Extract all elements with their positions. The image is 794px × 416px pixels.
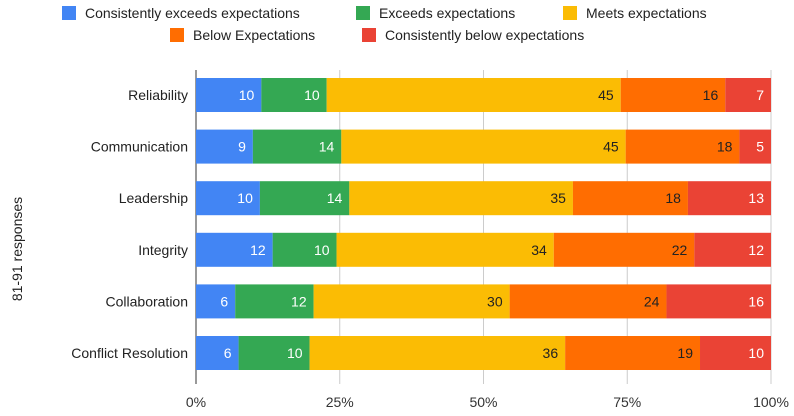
category-label: Leadership xyxy=(119,190,188,206)
data-label: 34 xyxy=(531,242,547,258)
category-label: Communication xyxy=(91,139,188,155)
bar-segment xyxy=(238,336,310,370)
data-label: 18 xyxy=(717,139,733,155)
x-tick-label: 100% xyxy=(753,394,789,410)
legend-entry: Consistently exceeds expectations xyxy=(85,5,300,21)
data-label: 10 xyxy=(314,242,330,258)
bar-segment xyxy=(553,232,695,267)
data-label: 18 xyxy=(665,190,681,206)
bar-segment xyxy=(625,129,740,164)
category-labels: Reliability Communication Leadership Integr… xyxy=(71,87,188,361)
data-label: 45 xyxy=(598,87,614,103)
data-label: 14 xyxy=(319,139,335,155)
category-label: Collaboration xyxy=(106,293,189,309)
x-tick-label: 75% xyxy=(613,394,641,410)
bar-segment xyxy=(309,336,566,370)
bar-segment xyxy=(687,181,771,216)
y-axis-label: 81-91 responses xyxy=(9,197,25,301)
bar-segment xyxy=(196,284,236,319)
bar-segment xyxy=(666,284,771,319)
data-label: 45 xyxy=(603,139,619,155)
x-tick-label: 0% xyxy=(186,394,206,410)
legend-entry: Meets expectations xyxy=(586,5,707,21)
data-label: 35 xyxy=(550,190,566,206)
bar-segment xyxy=(261,78,327,112)
category-label: Reliability xyxy=(128,87,188,103)
bar-segment xyxy=(694,232,771,267)
bar-segment xyxy=(326,78,621,112)
data-label: 6 xyxy=(220,293,228,309)
bar-segment xyxy=(196,78,262,112)
legend-swatch xyxy=(362,28,376,42)
data-label: 19 xyxy=(677,345,693,361)
data-label: 5 xyxy=(756,139,764,155)
bar-segment xyxy=(700,336,771,370)
bar-segment xyxy=(341,129,626,164)
legend-swatch xyxy=(62,6,76,20)
data-label: 14 xyxy=(327,190,343,206)
data-label: 16 xyxy=(703,87,719,103)
x-axis-ticks: 0% 25% 50% 75% 100% xyxy=(186,394,789,410)
bar-segment xyxy=(196,232,273,267)
bar-segment xyxy=(196,181,260,216)
data-label: 7 xyxy=(756,87,764,103)
legend-entry: Exceeds expectations xyxy=(379,5,515,21)
bar-segment xyxy=(336,232,554,267)
data-label: 30 xyxy=(487,293,503,309)
bar-segment xyxy=(725,78,771,112)
data-label: 10 xyxy=(239,87,255,103)
bar-segment xyxy=(196,336,239,370)
data-label: 12 xyxy=(291,293,307,309)
bar-segment xyxy=(272,232,337,267)
data-label: 10 xyxy=(748,345,764,361)
bar-segment xyxy=(572,181,688,216)
legend-swatch xyxy=(563,6,577,20)
data-label: 12 xyxy=(748,242,764,258)
x-tick-label: 50% xyxy=(469,394,497,410)
data-label: 9 xyxy=(238,139,246,155)
bar-segment xyxy=(565,336,701,370)
data-label: 10 xyxy=(287,345,303,361)
data-label: 12 xyxy=(250,242,266,258)
category-label: Conflict Resolution xyxy=(71,345,188,361)
legend-swatch xyxy=(170,28,184,42)
data-label: 24 xyxy=(644,293,660,309)
data-label: 36 xyxy=(543,345,559,361)
bar-segment xyxy=(235,284,314,319)
bar-segment xyxy=(196,129,253,164)
gridlines xyxy=(195,70,772,384)
legend-entry: Below Expectations xyxy=(193,27,315,43)
bars: 10 10 45 16 7 9 14 45 18 5 10 14 35 18 13 12 10 34 22 12 6 12… xyxy=(196,78,771,370)
bar-segment xyxy=(252,129,342,164)
bar-segment xyxy=(509,284,667,319)
data-label: 16 xyxy=(748,293,764,309)
data-label: 22 xyxy=(672,242,688,258)
data-label: 10 xyxy=(304,87,320,103)
bar-segment xyxy=(739,129,771,164)
category-label: Integrity xyxy=(138,242,188,258)
data-label: 10 xyxy=(237,190,253,206)
data-label: 13 xyxy=(748,190,764,206)
x-tick-label: 25% xyxy=(326,394,354,410)
legend-swatch xyxy=(356,6,370,20)
legend-entry: Consistently below expectations xyxy=(385,27,584,43)
bar-segment xyxy=(259,181,350,216)
bar-segment xyxy=(349,181,573,216)
data-label: 6 xyxy=(224,345,232,361)
legend: Consistently exceeds expectations Exceeds… xyxy=(62,5,707,43)
bar-segment xyxy=(313,284,510,319)
bar-segment xyxy=(620,78,726,112)
